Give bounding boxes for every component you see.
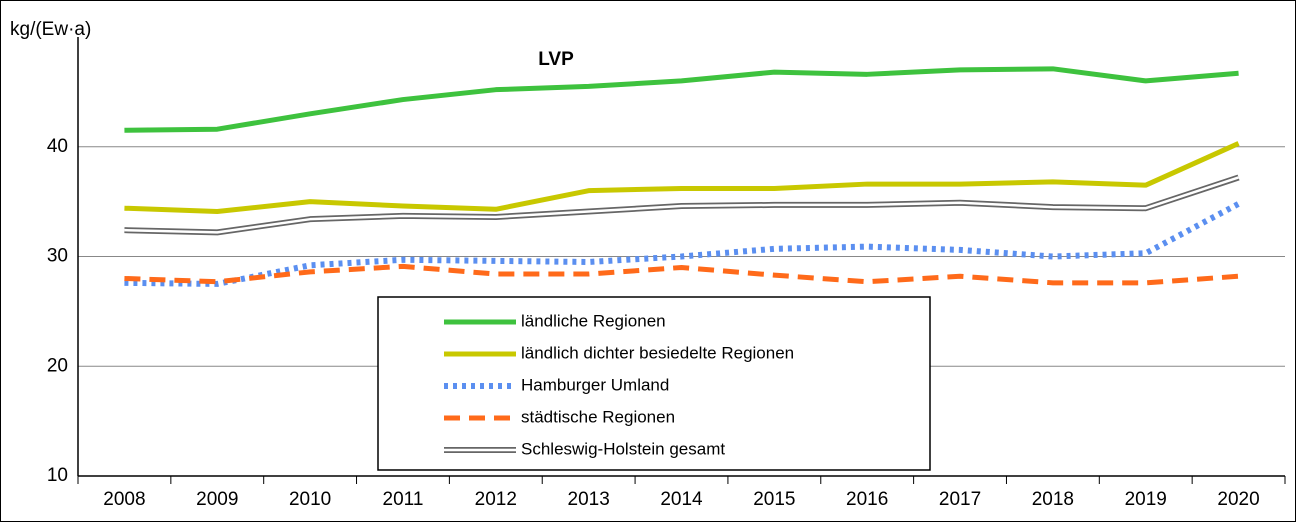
x-tick-label: 2010	[289, 489, 331, 510]
legend-box	[377, 296, 931, 471]
line-series	[124, 66, 1239, 133]
line-inner	[124, 176, 1239, 234]
x-tick-label: 2020	[1217, 489, 1259, 510]
x-tick-label: 2008	[103, 489, 145, 510]
x-tick-label: 2017	[939, 489, 981, 510]
y-tick-label: 30	[47, 246, 68, 267]
x-tick-label: 2014	[660, 489, 703, 510]
legend-label: städtische Regionen	[521, 407, 675, 426]
legend-label: Hamburger Umland	[521, 375, 669, 394]
line-series	[124, 141, 1240, 215]
x-tick-label: 2011	[383, 489, 424, 510]
x-tick-label: 2013	[568, 489, 610, 510]
legend-label: ländliche Regionen	[521, 311, 666, 330]
y-tick-label: 40	[47, 136, 68, 157]
line-series	[124, 201, 1240, 287]
legend-label: Schleswig-Holstein gesamt	[521, 439, 725, 458]
x-tick-label: 2012	[475, 489, 517, 510]
y-tick-label: 20	[47, 355, 68, 376]
x-tick-label: 2015	[753, 489, 795, 510]
x-tick-label: 2019	[1125, 489, 1167, 510]
x-tick-label: 2009	[196, 489, 238, 510]
x-tick-label: 2016	[846, 489, 888, 510]
chart-title: LVP	[538, 49, 574, 70]
x-tick-label: 2018	[1032, 489, 1074, 510]
line-series	[124, 263, 1239, 286]
y-axis-label: kg/(Ew·a)	[10, 19, 91, 40]
legend-label: ländlich dichter besiedelte Regionen	[521, 343, 794, 362]
y-tick-label: 10	[47, 465, 68, 486]
